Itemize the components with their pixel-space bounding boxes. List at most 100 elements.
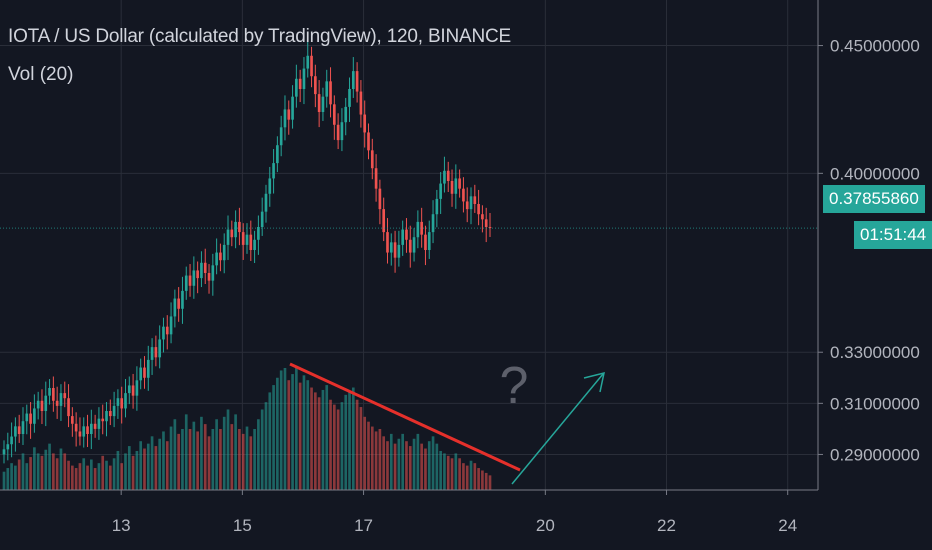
candle-body	[173, 298, 177, 317]
volume-bar	[405, 441, 408, 490]
volume-bar	[154, 446, 158, 490]
candle-body	[238, 221, 241, 233]
volume-bar	[135, 450, 139, 490]
candle-body	[63, 393, 67, 399]
candle-body	[454, 178, 458, 194]
volume-bar	[287, 380, 291, 490]
candle-body	[249, 234, 253, 250]
trend-line	[289, 362, 521, 472]
candle-body	[203, 262, 207, 273]
candle-body	[329, 81, 332, 105]
candle-body	[412, 237, 416, 253]
candle-body	[386, 232, 389, 253]
volume-label: Vol (20)	[8, 64, 74, 85]
candle-body	[295, 78, 298, 97]
candle-body	[89, 423, 93, 434]
candle-body	[105, 411, 108, 422]
volume-bar	[97, 463, 101, 490]
volume-bar	[52, 453, 55, 490]
candle-body	[120, 398, 124, 409]
candle-body	[332, 104, 336, 125]
volume-bar	[253, 429, 256, 490]
candle-body	[169, 316, 173, 335]
volume-bar	[408, 446, 412, 490]
volume-bar	[458, 458, 461, 490]
volume-bar	[329, 399, 332, 490]
candle-body	[241, 232, 245, 245]
candle-body	[401, 229, 405, 245]
volume-bar	[181, 429, 184, 490]
candle-body	[465, 201, 469, 210]
candle-body	[298, 78, 302, 89]
y-tick-label: 0.40000000	[830, 164, 920, 183]
candle-body	[44, 395, 48, 411]
candle-body	[336, 124, 340, 141]
volume-bar	[378, 429, 382, 490]
volume-bar	[21, 453, 25, 490]
volume-bar	[146, 443, 150, 490]
candle-body	[374, 168, 378, 189]
volume-bar	[401, 433, 405, 490]
volume-bar	[359, 407, 363, 490]
candle-body	[276, 145, 279, 164]
volume-bar	[439, 450, 442, 490]
countdown-tag: 01:51:44	[854, 221, 932, 249]
candle-body	[116, 398, 120, 406]
volume-bar	[55, 458, 59, 490]
volume-bar	[302, 375, 306, 490]
y-tick-label: 0.45000000	[830, 37, 920, 56]
volume-bar	[340, 402, 344, 490]
candle-body	[215, 252, 218, 266]
volume-bar	[314, 392, 317, 490]
volume-bar	[67, 460, 70, 490]
candle-body	[351, 71, 355, 89]
candle-body	[222, 244, 226, 261]
volume-bar	[469, 460, 473, 490]
volume-bar	[374, 431, 378, 490]
candle-body	[431, 214, 435, 233]
volume-bar	[112, 458, 116, 490]
volume-bar	[143, 448, 146, 490]
volume-bar	[33, 447, 36, 490]
forecast-arrow-head	[583, 371, 605, 393]
candle-body	[488, 227, 492, 229]
candle-body	[245, 234, 249, 245]
volume-bar	[219, 429, 222, 490]
volume-bar	[177, 433, 180, 490]
volume-bar	[116, 450, 120, 490]
candle-body	[143, 367, 146, 378]
candle-body	[325, 81, 329, 97]
volume-bar	[230, 424, 234, 490]
volume-bar	[370, 426, 374, 490]
volume-bar	[416, 433, 420, 490]
volume-bar	[351, 387, 355, 490]
volume-bar	[424, 448, 427, 490]
volume-bar	[431, 436, 435, 490]
candle-body	[154, 347, 158, 358]
candle-body	[219, 252, 222, 261]
volume-bar	[443, 453, 446, 490]
candle-body	[363, 114, 367, 133]
volume-bar	[462, 463, 465, 490]
volume-bar	[336, 409, 340, 490]
volume-bar	[165, 441, 169, 490]
volume-bar	[477, 468, 480, 490]
volume-bar	[386, 441, 389, 490]
volume-bar	[454, 453, 458, 490]
forecast-arrow	[511, 373, 604, 485]
volume-bar	[59, 448, 63, 490]
volume-bar	[306, 380, 310, 490]
candle-body	[2, 449, 6, 455]
volume-bar	[162, 431, 165, 490]
candle-body	[389, 242, 393, 253]
volume-bar	[310, 387, 313, 490]
volume-bar	[78, 463, 82, 490]
volume-bar	[139, 441, 143, 490]
volume-bar	[226, 409, 230, 490]
candle-body	[317, 94, 321, 112]
volume-bar	[89, 459, 93, 490]
y-tick-label: 0.31000000	[830, 394, 920, 413]
candle-body	[283, 109, 287, 128]
